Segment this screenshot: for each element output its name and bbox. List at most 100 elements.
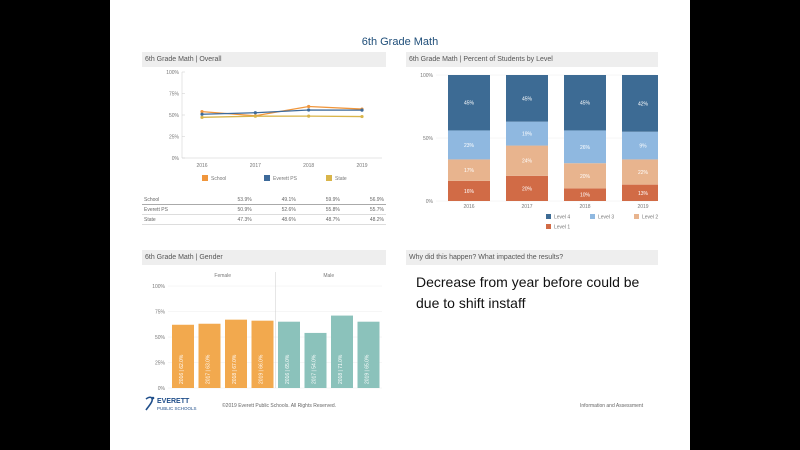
x-tick-label: 2018 [579,204,590,210]
table-cell: 53.9% [209,195,254,205]
bar-label: 2016 | 62.0% [179,354,185,384]
table-cell: 48.7% [297,214,342,225]
data-point [200,112,204,116]
bar [251,320,274,388]
table-cell: 48.6% [253,214,298,225]
y-tick-label: 0% [172,156,180,162]
table-cell: 55.8% [297,204,342,215]
bar [304,332,327,388]
stacked-bar-segment [448,159,490,181]
why-panel-header: Why did this happen? What impacted the r… [406,250,658,265]
segment-label: 45% [580,101,591,107]
stacked-bar-segment [622,75,658,132]
legend-label: Level 4 [554,215,570,221]
legend-label: Level 2 [642,215,658,221]
segment-label: 22% [638,170,649,176]
data-point [360,108,364,112]
x-tick-label: 2017 [521,204,532,210]
table-cell: 55.7% [341,204,386,215]
stacked-bar-segment [564,75,606,131]
stacked-bar-segment [448,130,490,160]
bar-label: 2019 | 65.0% [365,354,371,384]
data-point [360,114,364,119]
comment-text: Decrease from year before could be due t… [416,274,640,311]
x-tick-label: 2019 [356,163,367,169]
legend-swatch [634,214,639,219]
footer-right: Information and Assessment [580,403,644,409]
gender-panel-header: 6th Grade Math | Gender [142,250,386,265]
segment-label: 16% [464,189,475,195]
data-point [253,111,257,115]
table-row: School 53.9% 49.1% 59.9% 56.9% [142,195,386,205]
legend-swatch [546,224,551,229]
series-line-state [201,115,363,118]
overall-table: School 53.9% 49.1% 59.9% 56.9% Everett P… [142,195,386,225]
table-row: Everett PS 50.9% 52.6% 55.8% 55.7% [142,204,386,215]
y-tick-label: 0% [158,386,166,392]
group-label: Female [214,273,231,279]
table-cell: 56.9% [341,195,386,205]
y-tick-label: 50% [155,335,166,341]
data-point [307,104,311,109]
slide: 6th Grade Math 6th Grade Math | Overall … [110,0,690,450]
segment-label: 10% [580,193,591,199]
bar [198,323,221,388]
segment-label: 24% [522,159,533,165]
table-cell: 47.3% [209,214,254,225]
bar [331,315,353,388]
overall-panel-header: 6th Grade Math | Overall [142,52,386,67]
y-tick-label: 100% [166,70,179,76]
table-cell: 52.6% [253,204,298,215]
legend-swatch [326,175,332,181]
legend-swatch [202,175,208,181]
stacked-bar-segment [622,159,658,185]
bar [357,321,380,388]
segment-label: 26% [580,145,591,151]
table-cell: 49.1% [253,195,298,205]
series-line-everett-ps [201,109,363,115]
data-point [307,114,311,118]
stacked-bar-segment [506,75,548,122]
table-cell: 50.9% [209,204,254,215]
bar-label: 2016 | 65.0% [285,354,291,384]
data-point [200,110,204,114]
legend-label: State [335,176,347,182]
segment-label: 20% [580,174,591,180]
levels-stacked-chart: 100% 50% 0% 16% 17% 23% 45% 2016 20% 24% 19% 45% 201… [420,73,658,231]
segment-label: 13% [638,191,649,197]
segment-label: 9% [639,144,647,150]
y-tick-label: 50% [169,113,180,119]
segment-label: 42% [638,101,649,107]
legend-label: Everett PS [273,176,298,182]
bar-label: 2018 | 67.0% [232,354,238,384]
slide-title: 6th Grade Math [361,36,439,48]
data-point [200,115,204,119]
stacked-bar-segment [448,180,490,201]
stacked-bar-segment [506,121,548,146]
legend-swatch [546,214,551,219]
legend-label: Level 3 [598,215,614,221]
segment-label: 45% [522,96,533,102]
legend-label: Level 1 [554,225,570,231]
stacked-bar-segment [506,175,548,201]
segment-label: 19% [522,132,533,138]
table-cell: 48.2% [341,214,386,225]
x-tick-label: 2017 [250,163,261,169]
stacked-bar-segment [564,130,606,164]
y-tick-label: 75% [169,92,180,98]
y-tick-label: 25% [155,361,166,367]
everett-logo: EVERETT PUBLIC SCHOOLS [145,396,197,411]
data-point [253,114,257,118]
x-tick-label: 2018 [303,163,314,169]
table-cell: 59.9% [297,195,342,205]
y-tick-label: 0% [426,199,434,205]
stacked-bar-segment [622,131,658,160]
segment-label: 45% [464,101,475,107]
segment-label: 23% [464,143,475,149]
stacked-bar-segment [622,184,658,201]
table-cell: School [142,195,210,205]
bar [225,319,247,388]
bar [278,321,300,388]
table-cell: Everett PS [142,204,210,215]
levels-panel-header: 6th Grade Math | Percent of Students by … [406,52,658,67]
